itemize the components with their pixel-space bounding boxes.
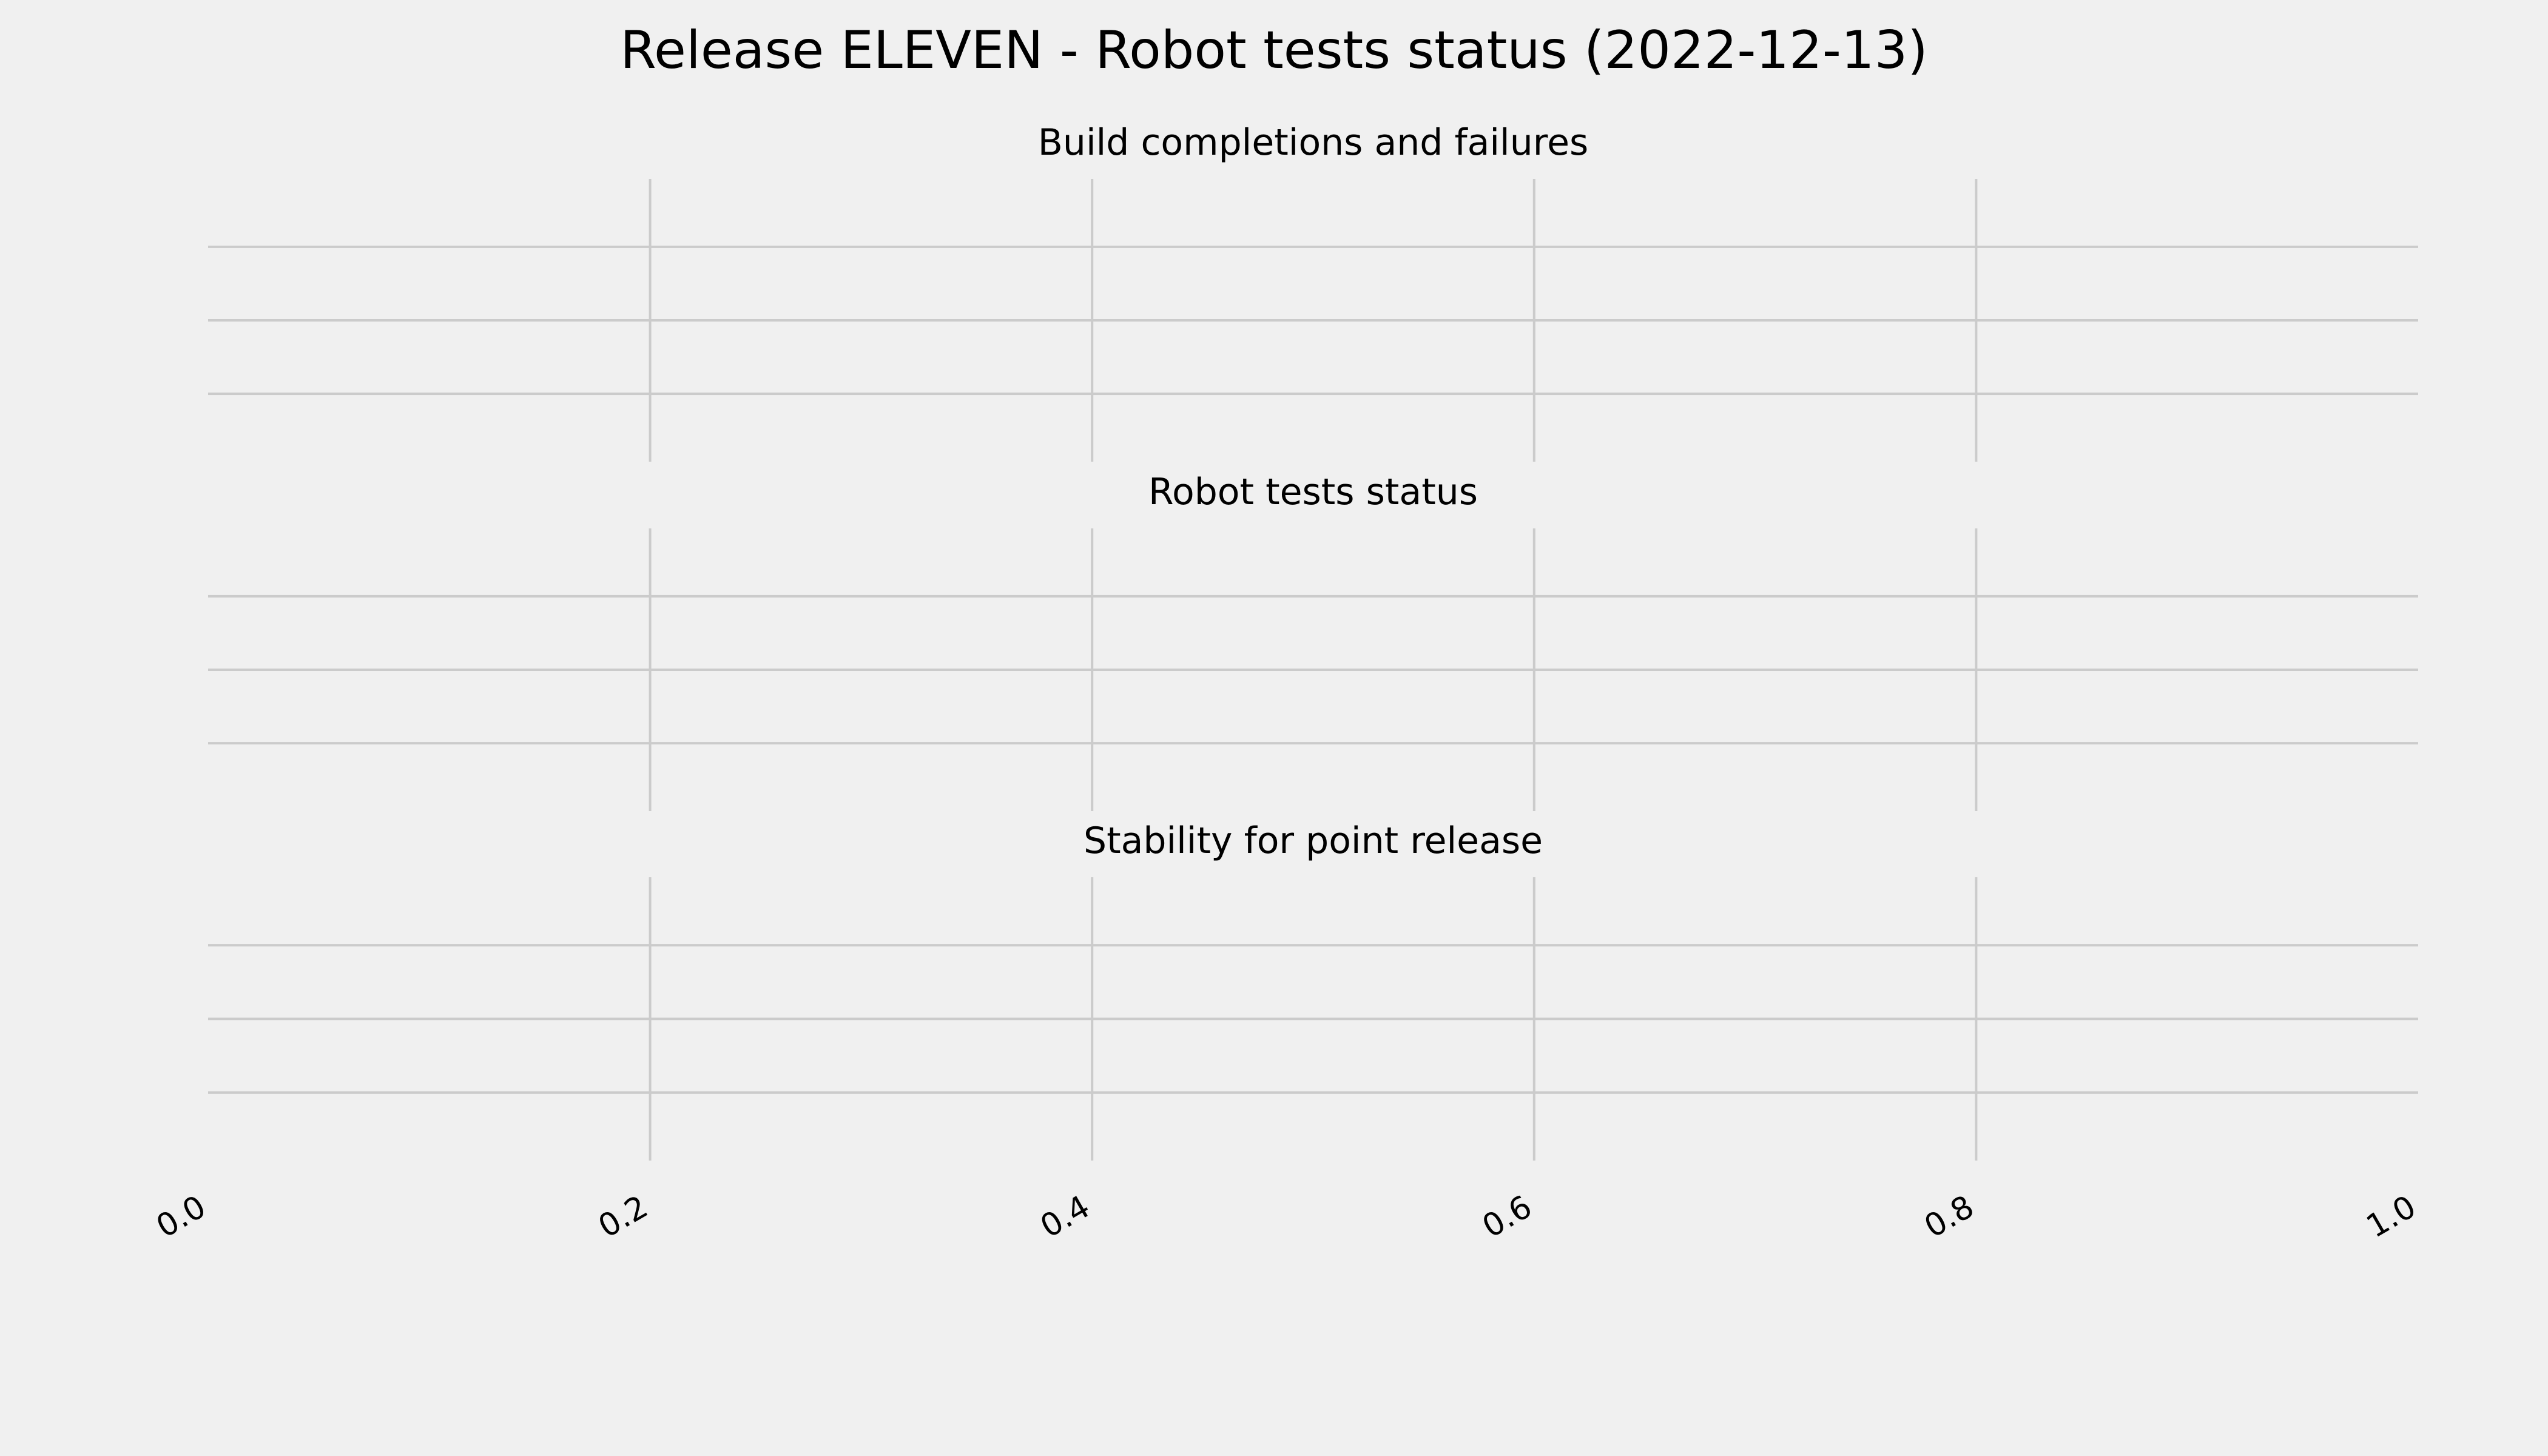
subplot-title: Robot tests status <box>1148 471 1478 513</box>
subplot-title: Stability for point release <box>1084 820 1543 862</box>
subplot-3: Stability for point release <box>208 820 2418 1161</box>
subplot-title: Build completions and failures <box>1038 121 1589 164</box>
subplot-2: Robot tests status <box>208 471 2418 811</box>
subplot-1: Build completions and failures <box>208 121 2418 462</box>
figure-title: Release ELEVEN - Robot tests status (202… <box>620 20 1928 81</box>
